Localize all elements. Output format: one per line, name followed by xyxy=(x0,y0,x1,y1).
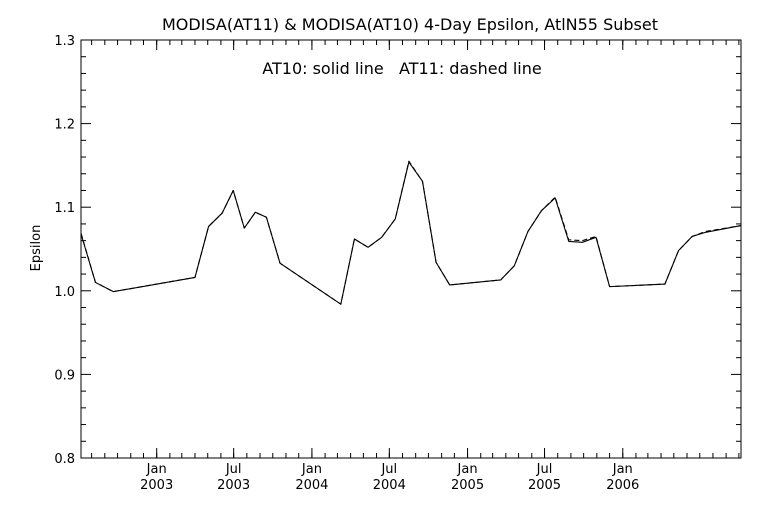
y-tick-label: 1.3 xyxy=(54,34,75,49)
axes-layer: 0.80.91.01.11.21.3Jan2003Jul2003Jan2004J… xyxy=(54,34,741,493)
y-tick-label: 0.8 xyxy=(54,452,75,467)
x-tick-label-month: Jan xyxy=(301,462,322,477)
x-tick-label-month: Jan xyxy=(612,462,633,477)
plot-frame xyxy=(80,39,742,459)
y-tick-label: 1.0 xyxy=(54,285,75,300)
x-tick-label-year: 2003 xyxy=(140,478,173,493)
series-line-dashed xyxy=(80,160,742,305)
x-tick-label-month: Jul xyxy=(380,462,397,477)
y-tick-label: 0.9 xyxy=(54,368,75,383)
x-tick-label-year: 2004 xyxy=(295,478,328,493)
y-tick-label: 1.2 xyxy=(54,118,75,133)
x-tick-label-month: Jul xyxy=(536,462,553,477)
x-tick-label-year: 2005 xyxy=(451,478,484,493)
y-axis-label: Epsilon xyxy=(29,225,44,272)
series-line-solid xyxy=(80,161,742,305)
x-tick-label-year: 2006 xyxy=(606,478,639,493)
x-tick-label-year: 2004 xyxy=(373,478,406,493)
series-layer xyxy=(80,160,742,305)
x-tick-label-month: Jan xyxy=(146,462,167,477)
x-tick-label-year: 2005 xyxy=(528,478,561,493)
chart-annotation: AT10: solid line AT11: dashed line xyxy=(262,59,541,78)
x-tick-label-year: 2003 xyxy=(217,478,250,493)
chart-title: MODISA(AT11) & MODISA(AT10) 4-Day Epsilo… xyxy=(162,15,658,34)
x-tick-label-month: Jan xyxy=(457,462,478,477)
x-tick-label-month: Jul xyxy=(225,462,242,477)
y-tick-label: 1.1 xyxy=(54,201,75,216)
